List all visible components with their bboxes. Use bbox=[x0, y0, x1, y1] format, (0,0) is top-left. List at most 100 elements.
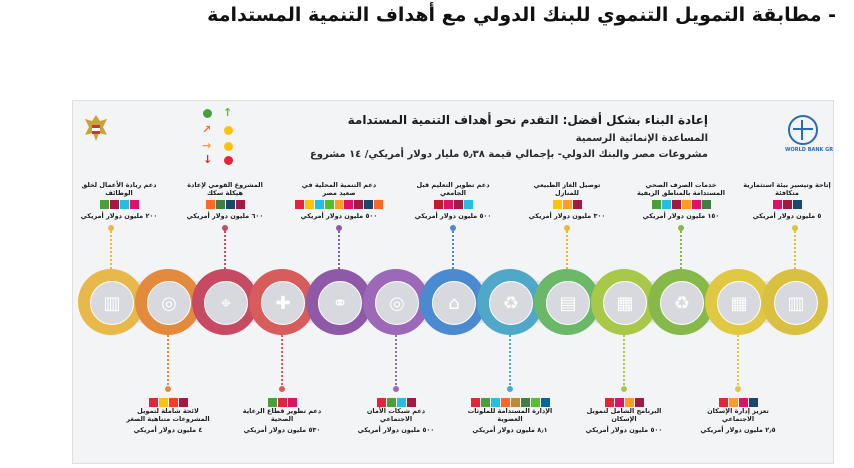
project-name: خدمات الصرف الصحي المستدامة بالمناطق الر… bbox=[637, 181, 725, 197]
project-circle-inner: ◎ bbox=[147, 281, 191, 325]
sdg-goal-icon bbox=[671, 200, 681, 209]
project-circle-inner: ⚭ bbox=[318, 281, 362, 325]
world-bank-logo-text: WORLD BANK GROUP bbox=[785, 147, 834, 153]
project-label: دعم التنمية المحلية في صعيد مصر ٥٠٠ مليون… bbox=[295, 181, 384, 220]
medical-icon: ✚ bbox=[275, 292, 291, 314]
project-name: لائحة شاملة لتمويل المشروعات متناهية الص… bbox=[126, 407, 210, 423]
sdg-goal-icon bbox=[604, 398, 614, 407]
sdg-goal-icon bbox=[406, 398, 416, 407]
project-name: البرنامج الشامل لتمويل الإسكان bbox=[586, 407, 662, 423]
sdg-goal-icon bbox=[634, 398, 644, 407]
project-label: الإدارة المستدامة للملوثات العضوية ٨٫١ مل… bbox=[466, 395, 554, 434]
project-circle: ◎ bbox=[135, 269, 201, 335]
sdg-goal-icon bbox=[374, 200, 384, 209]
sdg-icons bbox=[743, 200, 831, 209]
project-amount: ١٥٠ مليون دولار أمريكي bbox=[642, 212, 720, 220]
sdg-goal-icon bbox=[314, 200, 324, 209]
sdg-goal-icon bbox=[661, 200, 671, 209]
sdg-goal-icon bbox=[168, 398, 178, 407]
sdg-goal-icon bbox=[235, 200, 245, 209]
project-circle-inner: ▦ bbox=[603, 281, 647, 325]
sdg-goal-icon bbox=[520, 398, 530, 407]
sdg-goal-icon bbox=[443, 200, 453, 209]
sdg-goal-icon bbox=[158, 398, 168, 407]
connector-line bbox=[281, 335, 283, 389]
project-name: تعزيز إدارة الإسكان الاجتماعي bbox=[707, 407, 769, 423]
connector-line bbox=[338, 227, 340, 269]
sdg-goal-icon bbox=[624, 398, 634, 407]
project-amount: ٣٠٠ مليون دولار أمريكي bbox=[528, 212, 606, 220]
infographic-title: إعادة البناء بشكل أفضل: التقدم نحو أهداف… bbox=[347, 113, 708, 127]
sdg-goal-icon bbox=[691, 200, 701, 209]
sdg-goal-icon bbox=[453, 200, 463, 209]
project-circle: ▥ bbox=[762, 269, 828, 335]
connector-dot bbox=[336, 225, 342, 231]
project-circle-inner: ♻ bbox=[660, 281, 704, 325]
project-circle: ✚ bbox=[249, 269, 315, 335]
project-label: دعم تطوير قطاع الرعاية الصحية ٥٣٠ مليون د… bbox=[238, 395, 326, 434]
sdg-goal-icon bbox=[480, 398, 490, 407]
connector-line bbox=[509, 335, 511, 389]
project-name: دعم ريادة الأعمال لخلق الوظائف bbox=[81, 181, 157, 197]
sdg-goal-icon bbox=[129, 200, 139, 209]
project-circle-inner: ▤ bbox=[546, 281, 590, 325]
project-name: الإدارة المستدامة للملوثات العضوية bbox=[467, 407, 553, 423]
project-amount: ٦٠٠ مليون دولار أمريكي bbox=[186, 212, 264, 220]
sdg-icons bbox=[295, 200, 384, 209]
sdg-goal-icon bbox=[364, 200, 374, 209]
project-amount: ٥ مليون دولار أمريكي bbox=[752, 212, 822, 220]
sdg-goal-icon bbox=[148, 398, 158, 407]
project-label: إتاحة وتيسير بيئة استثمارية متكافئة ٥ ملي… bbox=[743, 181, 831, 220]
building-icon: ▦ bbox=[616, 292, 634, 314]
sdg-goal-icon bbox=[772, 200, 782, 209]
connector-line bbox=[623, 335, 625, 389]
project-label: البرنامج الشامل لتمويل الإسكان ٥٠٠ مليون … bbox=[580, 395, 668, 434]
sdg-goal-icon bbox=[354, 200, 364, 209]
sdg-goal-icon bbox=[701, 200, 711, 209]
connector-dot bbox=[564, 225, 570, 231]
connector-line bbox=[566, 227, 568, 269]
lifebuoy-icon: ◎ bbox=[389, 292, 405, 314]
project-circle-inner: ▥ bbox=[774, 281, 818, 325]
sdg-goal-icon bbox=[433, 200, 443, 209]
sdg-goal-icon bbox=[792, 200, 802, 209]
project-circle-inner: ♻ bbox=[489, 281, 533, 325]
connector-dot bbox=[507, 386, 513, 392]
connector-dot bbox=[108, 225, 114, 231]
connector-dot bbox=[621, 386, 627, 392]
sdg-goal-icon bbox=[562, 200, 572, 209]
project-circle-inner: ◎ bbox=[375, 281, 419, 325]
project-circle-inner: ⌂ bbox=[432, 281, 476, 325]
project-label: لائحة شاملة لتمويل المشروعات متناهية الص… bbox=[124, 395, 212, 434]
project-name: دعم تطوير قطاع الرعاية الصحية bbox=[242, 407, 322, 423]
sdg-goal-icon bbox=[295, 200, 304, 209]
project-circle: ◎ bbox=[363, 269, 429, 335]
sdg-icons bbox=[523, 200, 611, 209]
connector-line bbox=[224, 227, 226, 269]
sdg-goal-icon bbox=[304, 200, 314, 209]
infographic: ↑ ↗ → ↓ إعادة البناء بشكل أفضل: التقدم ن… bbox=[72, 100, 834, 464]
sdg-goal-icon bbox=[651, 200, 661, 209]
project-circle: ♻ bbox=[477, 269, 543, 335]
sdg-goal-icon bbox=[614, 398, 624, 407]
connector-line bbox=[680, 227, 682, 269]
connector-line bbox=[167, 335, 169, 389]
connector-dot bbox=[165, 386, 171, 392]
project-amount: ٢٫٥ مليون دولار أمريكي bbox=[700, 426, 776, 434]
sdg-goal-icon bbox=[99, 200, 109, 209]
sdg-goal-icon bbox=[748, 398, 758, 407]
sdg-goal-icon bbox=[205, 200, 215, 209]
project-name: دعم التنمية المحلية في صعيد مصر bbox=[301, 181, 377, 197]
sdg-goal-icon bbox=[681, 200, 691, 209]
sdg-icons bbox=[409, 200, 497, 209]
project-amount: ٨٫١ مليون دولار أمريكي bbox=[472, 426, 548, 434]
project-label: توصيل الغاز الطبيعي للمنازل ٣٠٠ مليون دول… bbox=[523, 181, 611, 220]
project-name: إتاحة وتيسير بيئة استثمارية متكافئة bbox=[743, 181, 831, 197]
project-circle: ⌂ bbox=[420, 269, 486, 335]
world-bank-logo: WORLD BANK GROUP bbox=[785, 115, 834, 153]
sdg-goal-icon bbox=[267, 398, 277, 407]
location-pin-icon: ⌖ bbox=[220, 292, 232, 314]
sdg-goal-icon bbox=[376, 398, 386, 407]
sdg-icons bbox=[637, 200, 725, 209]
project-circle: ▥ bbox=[78, 269, 144, 335]
